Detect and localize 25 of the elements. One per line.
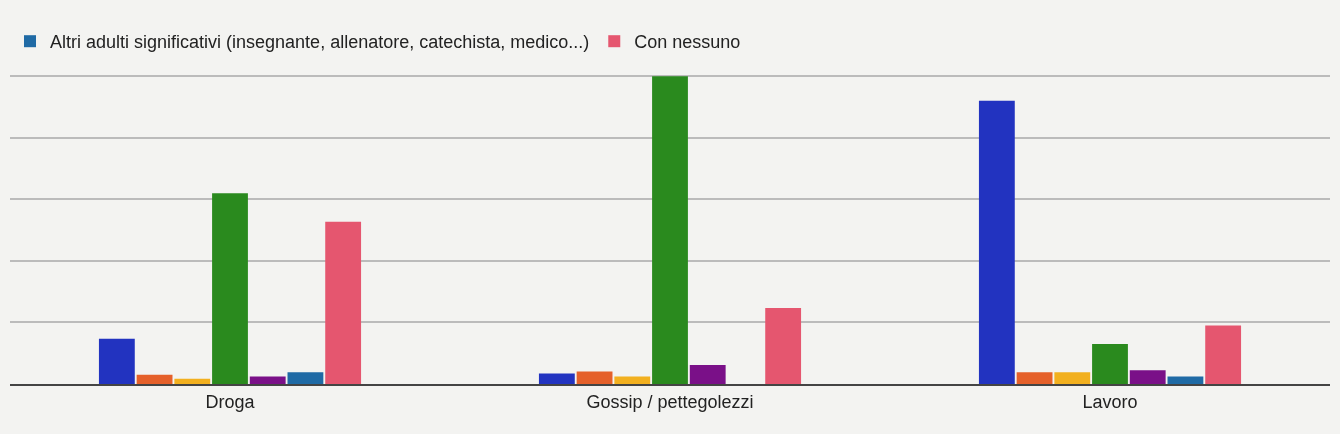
bar [1054, 372, 1091, 384]
bar [576, 371, 613, 384]
bar [1167, 376, 1204, 384]
bar [325, 221, 362, 384]
legend-label: Con nessuno [634, 32, 741, 53]
bar [98, 338, 135, 384]
bar [174, 378, 211, 384]
bar [136, 374, 173, 384]
bar [1129, 370, 1166, 384]
x-tick-label: Gossip / pettegolezzi [586, 391, 754, 412]
bar [1092, 343, 1128, 384]
bar [249, 376, 286, 384]
bar [212, 193, 248, 384]
bar [1205, 325, 1242, 384]
bar [978, 100, 1015, 384]
bar [538, 373, 575, 384]
bar [287, 372, 324, 384]
bar [765, 307, 802, 384]
bar [652, 76, 688, 384]
bar [614, 376, 651, 384]
x-tick-label: Droga [205, 391, 256, 412]
bar [1016, 372, 1053, 384]
bar [689, 364, 726, 384]
x-tick-label: Lavoro [1082, 391, 1138, 412]
legend-label: Altri adulti significativi (insegnante, allenatore, catechista, medico...) [50, 32, 590, 53]
